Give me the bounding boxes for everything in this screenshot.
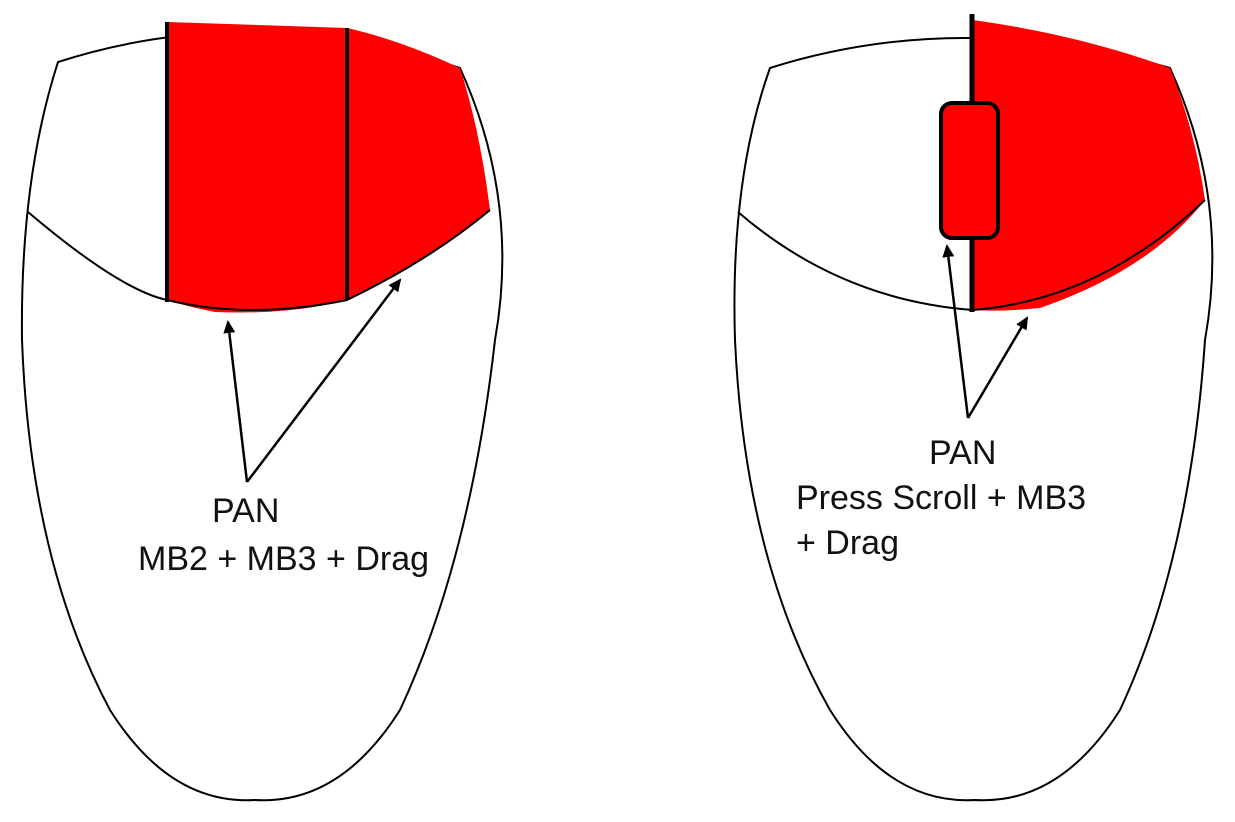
mouse-right-scroll-wheel[interactable]	[939, 101, 1000, 240]
mouse-left-middle-button[interactable]	[167, 22, 347, 313]
mouse-right-right-button[interactable]	[973, 20, 1205, 311]
mouse-right-caption-line1: PAN	[929, 434, 997, 472]
mouse-right-arrow-to-scroll	[942, 244, 970, 419]
mouse-left-caption-line2: MB2 + MB3 + Drag	[138, 540, 430, 578]
mouse-left	[20, 22, 504, 802]
mouse-left-arrow-to-right	[246, 278, 402, 483]
mouse-left-button-boundary	[27, 209, 491, 311]
mouse-right-arrow-to-right	[966, 316, 1029, 419]
mouse-right-caption-line3: + Drag	[796, 524, 899, 562]
mouse-left-caption-line1: PAN	[212, 492, 280, 530]
mouse-right	[733, 14, 1214, 802]
mouse-right-caption-line2: Press Scroll + MB3	[796, 479, 1087, 517]
mouse-left-right-button[interactable]	[347, 28, 490, 300]
mouse-left-arrow-to-middle	[223, 320, 249, 483]
